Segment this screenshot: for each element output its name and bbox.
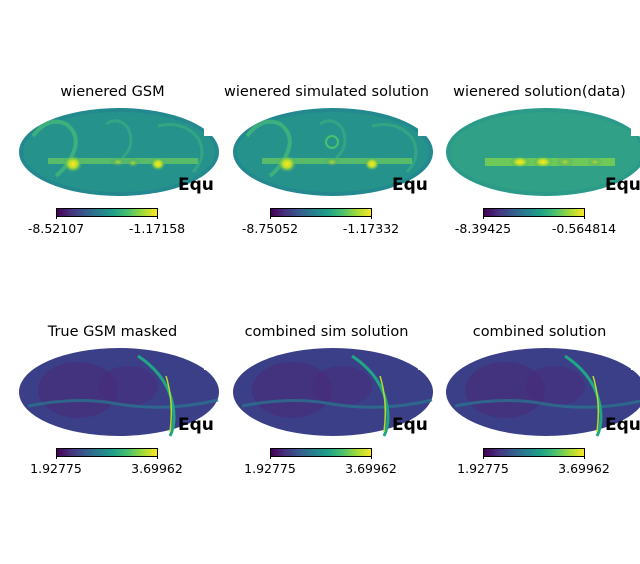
mollweide-map: [233, 108, 433, 196]
colorbar-min-label: -8.52107: [27, 221, 85, 236]
colorbar-tick-max: [371, 215, 372, 219]
coordinate-label: Equ: [178, 415, 214, 435]
panel-title: combined sim solution: [244, 324, 409, 340]
panel-wienered-solution-data: wienered solution(data) Equ -8.39425 -0.…: [433, 84, 640, 324]
panel-title: wienered solution(data): [453, 84, 626, 100]
mollweide-map: [446, 108, 640, 196]
colorbar-tick-min: [56, 455, 57, 459]
colorbar-max-label: -0.564814: [551, 221, 617, 236]
colorbar-tick-min: [483, 215, 484, 219]
panel-title: True GSM masked: [47, 324, 178, 340]
mollweide-map: [19, 348, 219, 437]
coordinate-label: Equ: [392, 175, 428, 195]
colorbar-max-label: 3.69962: [558, 461, 610, 476]
panel-true-gsm-masked: True GSM masked Equ 1.92775 3.69962: [6, 324, 219, 564]
mollweide-map: [233, 348, 433, 437]
colorbar: [270, 208, 372, 217]
colorbar-tick-min: [56, 215, 57, 219]
panel-wienered-simulated-solution: wienered simulated solution Equ -8.75052…: [220, 84, 433, 324]
coordinate-label: Equ: [605, 415, 640, 435]
colorbar: [56, 208, 158, 217]
colorbar-min-label: 1.92775: [457, 461, 509, 476]
colorbar-max-label: -1.17158: [128, 221, 186, 236]
panel-combined-sim-solution: combined sim solution Equ 1.92775 3.6996…: [220, 324, 433, 564]
colorbar: [270, 448, 372, 457]
mollweide-map: [19, 108, 219, 196]
colorbar-min-label: -8.39425: [454, 221, 512, 236]
colorbar-tick-max: [584, 455, 585, 459]
colorbar-tick-max: [584, 215, 585, 219]
colorbar-tick-min: [483, 455, 484, 459]
colorbar-min-label: 1.92775: [244, 461, 296, 476]
colorbar: [56, 448, 158, 457]
colorbar-min-label: 1.92775: [30, 461, 82, 476]
colorbar-min-label: -8.75052: [241, 221, 299, 236]
colorbar-max-label: 3.69962: [345, 461, 397, 476]
colorbar-tick-min: [270, 215, 271, 219]
colorbar-max-label: -1.17332: [342, 221, 400, 236]
colorbar-max-label: 3.69962: [131, 461, 183, 476]
colorbar-tick-max: [157, 455, 158, 459]
colorbar: [483, 448, 585, 457]
colorbar-tick-max: [371, 455, 372, 459]
panel-title: wienered GSM: [60, 84, 165, 100]
panel-wienered-gsm: wienered GSM: [6, 84, 219, 324]
coordinate-label: Equ: [605, 175, 640, 195]
panel-title: combined solution: [472, 324, 607, 340]
colorbar: [483, 208, 585, 217]
panel-combined-solution: combined solution Equ 1.92775 3.69962: [433, 324, 640, 564]
colorbar-tick-max: [157, 215, 158, 219]
colorbar-tick-min: [270, 455, 271, 459]
mollweide-map: [446, 348, 640, 437]
coordinate-label: Equ: [392, 415, 428, 435]
coordinate-label: Equ: [178, 175, 214, 195]
panel-title: wienered simulated solution: [224, 84, 429, 100]
